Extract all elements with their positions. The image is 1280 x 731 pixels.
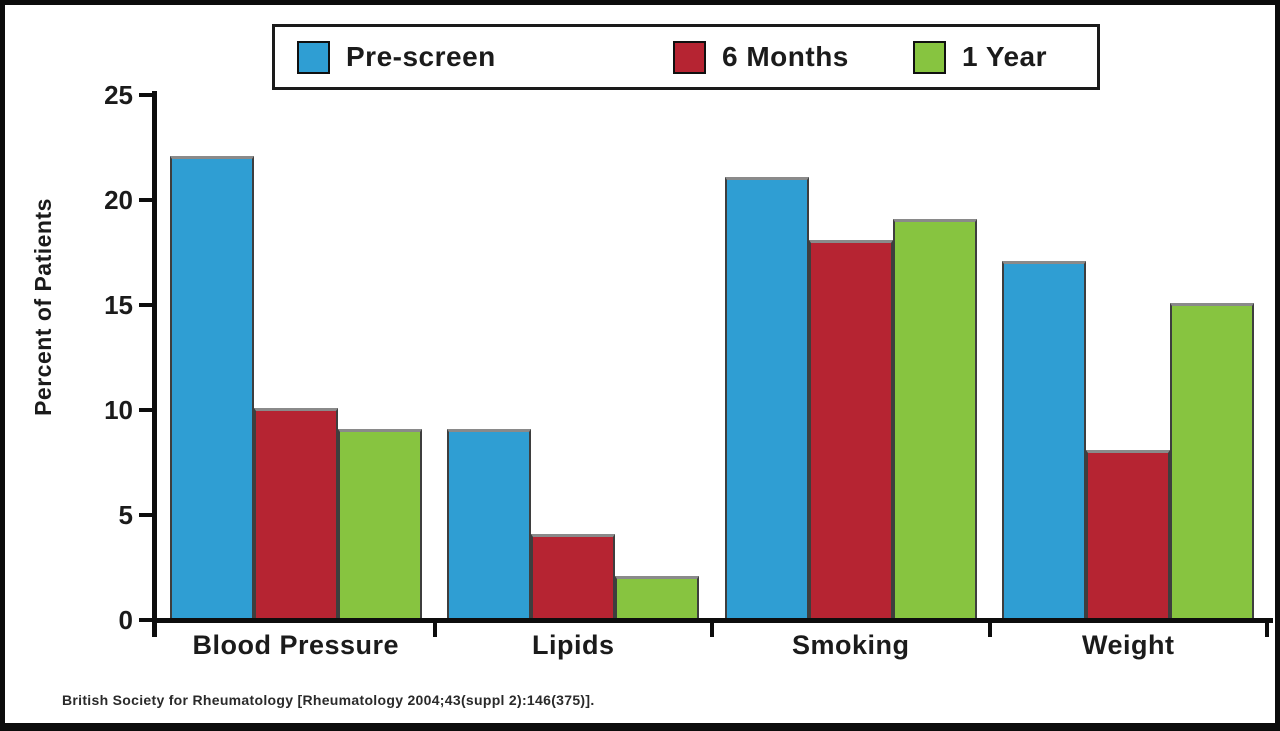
legend: Pre-screen 6 Months 1 Year xyxy=(272,24,1100,90)
bar-blood-pressure-pre-screen xyxy=(169,156,254,623)
legend-item-6-months: 6 Months xyxy=(673,27,849,87)
y-tick-25 xyxy=(139,93,155,97)
bar-weight-1-year xyxy=(1170,303,1255,623)
y-tick-label-0: 0 xyxy=(118,605,133,635)
category-label-weight: Weight xyxy=(1082,630,1175,660)
bar-weight-pre-screen xyxy=(1002,261,1087,623)
category-label-blood-pressure: Blood Pressure xyxy=(192,630,400,660)
bar-lipids-6-months xyxy=(531,534,616,623)
y-tick-20 xyxy=(139,198,155,202)
bar-lipids-1-year xyxy=(615,576,700,623)
category-label-smoking: Smoking xyxy=(791,630,910,660)
plot-area: 0 5 10 15 20 25 Blood Pressure Lipids Smoking We… xyxy=(5,5,1275,723)
bar-smoking-pre-screen xyxy=(724,177,809,623)
bar-smoking-6-months xyxy=(808,240,893,623)
legend-item-pre-screen: Pre-screen xyxy=(297,27,496,87)
legend-label-pre-screen: Pre-screen xyxy=(346,41,496,72)
x-tick-4 xyxy=(1265,623,1269,637)
y-tick-0 xyxy=(139,618,155,622)
legend-label-1-year: 1 Year xyxy=(962,41,1048,72)
x-tick-2 xyxy=(710,623,714,637)
y-tick-10 xyxy=(139,408,155,412)
x-tick-3 xyxy=(987,623,992,637)
x-axis-line xyxy=(152,618,1273,623)
bar-lipids-pre-screen xyxy=(447,429,532,623)
y-axis-line xyxy=(152,91,157,637)
y-tick-5 xyxy=(139,513,155,517)
bar-weight-6-months xyxy=(1086,450,1171,623)
bar-blood-pressure-6-months xyxy=(253,408,338,623)
y-tick-label-5: 5 xyxy=(118,500,133,530)
y-tick-label-25: 25 xyxy=(104,80,133,110)
bar-smoking-1-year xyxy=(892,219,977,623)
x-tick-1 xyxy=(432,623,437,637)
legend-swatch-pre-screen-icon xyxy=(297,40,330,74)
legend-swatch-6-months-icon xyxy=(673,40,706,74)
legend-label-6-months: 6 Months xyxy=(722,41,849,72)
category-label-lipids: Lipids xyxy=(532,630,615,660)
y-tick-label-15: 15 xyxy=(104,290,133,320)
legend-item-1-year: 1 Year xyxy=(913,27,1047,87)
y-tick-label-20: 20 xyxy=(104,185,133,215)
y-tick-15 xyxy=(139,303,155,307)
source-citation: British Society for Rheumatology [Rheuma… xyxy=(62,692,595,708)
legend-swatch-1-year-icon xyxy=(913,40,946,74)
y-tick-label-10: 10 xyxy=(104,395,133,425)
bar-blood-pressure-1-year xyxy=(337,429,422,623)
